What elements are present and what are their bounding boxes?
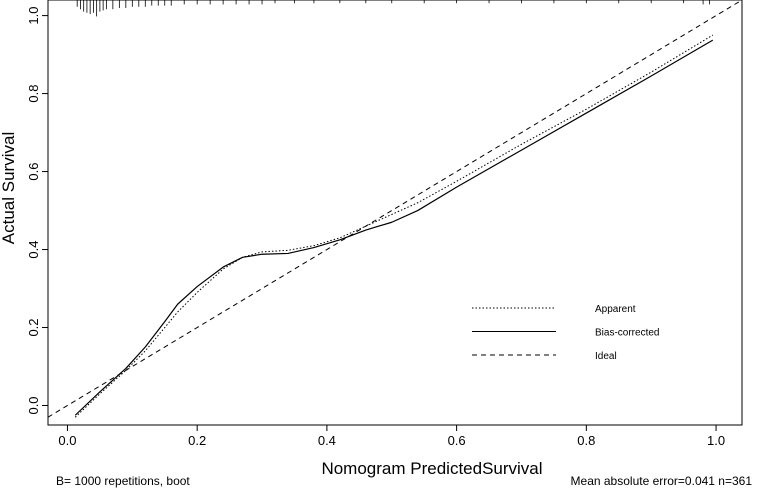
y-tick-label-1: 0.2 bbox=[26, 318, 41, 336]
y-axis-title: Actual Survival bbox=[0, 132, 18, 244]
plot-frame bbox=[47, 0, 743, 426]
footer-error: Mean absolute error=0.041 n=361 bbox=[571, 474, 753, 488]
x-axis: 0.0 0.2 0.4 0.6 0.8 1.0 bbox=[58, 425, 725, 448]
y-tick-label-5: 1.0 bbox=[26, 7, 41, 25]
y-axis: 0.0 0.2 0.4 0.6 0.8 1.0 bbox=[26, 7, 48, 415]
x-tick-label-4: 0.8 bbox=[577, 433, 595, 448]
series-layer bbox=[48, 0, 742, 418]
x-tick-label-1: 0.2 bbox=[188, 433, 206, 448]
footer-repetitions: B= 1000 repetitions, boot bbox=[56, 474, 190, 488]
x-axis-title: Nomogram PredictedSurvival bbox=[321, 459, 542, 478]
x-tick-label-2: 0.4 bbox=[318, 433, 336, 448]
legend-label-2: Ideal bbox=[595, 351, 617, 362]
rug-marks bbox=[76, 0, 710, 17]
x-tick-label-3: 0.6 bbox=[448, 433, 466, 448]
series-line-apparent bbox=[74, 34, 714, 418]
y-tick-label-2: 0.4 bbox=[26, 241, 41, 259]
y-tick-label-3: 0.6 bbox=[26, 163, 41, 181]
series-line-ideal bbox=[48, 0, 742, 418]
series-line-bias-corrected bbox=[74, 39, 714, 416]
legend: Apparent Bias-corrected Ideal bbox=[472, 304, 659, 362]
x-tick-label-0: 0.0 bbox=[58, 433, 76, 448]
legend-label-1: Bias-corrected bbox=[595, 328, 659, 339]
legend-label-0: Apparent bbox=[595, 304, 636, 315]
x-tick-label-5: 1.0 bbox=[707, 433, 725, 448]
y-tick-label-4: 0.8 bbox=[26, 85, 41, 103]
y-tick-label-0: 0.0 bbox=[26, 396, 41, 414]
